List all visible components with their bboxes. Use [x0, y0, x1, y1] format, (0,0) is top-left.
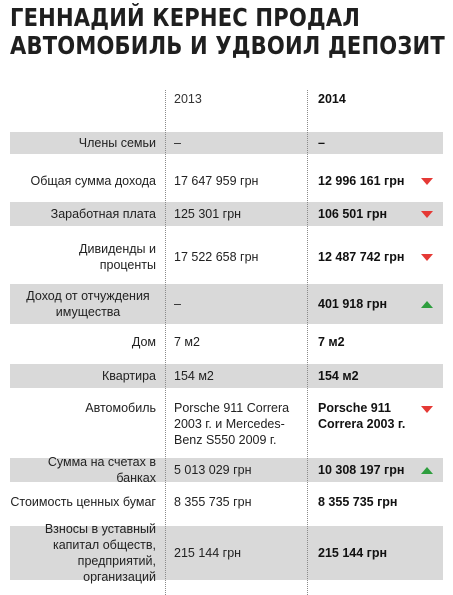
column-divider	[307, 90, 309, 595]
trend-down-icon	[420, 202, 434, 226]
table-row: Члены семьи – –	[10, 132, 443, 154]
value-2013: 17 647 959 грн	[174, 174, 259, 188]
row-label: Общая сумма дохода	[30, 174, 156, 188]
value-2014: 7 м2	[318, 335, 345, 349]
value-2013: 17 522 658 грн	[174, 250, 259, 264]
table-row: Автомобиль Porsche 911 Correra 2003 г. и…	[10, 394, 443, 452]
column-header-2013: 2013	[174, 92, 202, 106]
table-row: Дивиденды и проценты 17 522 658 грн 12 4…	[10, 234, 443, 280]
row-label: Взносы в уставный капитал обществ, предп…	[44, 522, 156, 584]
value-2013: Porsche 911 Correra 2003 г. и Mercedes-B…	[174, 401, 290, 447]
column-header-2014: 2014	[318, 92, 346, 106]
title-line-2: АВТОМОБИЛЬ И УДВОИЛ ДЕПОЗИТ	[10, 31, 445, 60]
trend-down-icon	[420, 394, 434, 452]
row-label: Дом	[131, 335, 156, 349]
value-2013: 5 013 029 грн	[174, 463, 252, 477]
value-2014: 12 996 161 грн	[318, 174, 405, 188]
row-label: Дивиденды и проценты	[79, 242, 156, 272]
value-2013: –	[174, 297, 181, 311]
trend-down-icon	[420, 234, 434, 280]
comparison-table: Члены семьи – – Общая сумма дохода 17 64…	[10, 90, 443, 595]
table-row: Общая сумма дохода 17 647 959 грн 12 996…	[10, 164, 443, 198]
value-2014: 8 355 735 грн	[318, 495, 398, 509]
table-row: Сумма на счетах в банках 5 013 029 грн 1…	[10, 455, 443, 485]
value-2013: 7 м2	[174, 335, 200, 349]
row-label: Сумма на счетах в банках	[47, 455, 156, 485]
value-2014: 401 918 грн	[318, 297, 388, 311]
value-2014: 154 м2	[318, 369, 359, 383]
table-row: Квартира 154 м2 154 м2	[10, 364, 443, 388]
row-label: Автомобиль	[85, 401, 156, 415]
value-2014: 215 144 грн	[318, 546, 388, 560]
row-label: Заработная плата	[50, 207, 156, 221]
column-divider	[165, 90, 167, 595]
table-row: Заработная плата 125 301 грн 106 501 грн	[10, 202, 443, 226]
row-label: Стоимость ценных бумаг	[10, 495, 156, 509]
title-line-1: ГЕННАДИЙ КЕРНЕС ПРОДАЛ	[10, 3, 360, 32]
trend-down-icon	[420, 164, 434, 198]
value-2014: Porsche 911 Correra 2003 г.	[318, 401, 406, 431]
value-2014: –	[318, 136, 325, 150]
table-row: Доход от отчуждения имущества – 401 918 …	[10, 284, 443, 324]
trend-up-icon	[420, 284, 434, 324]
row-label: Квартира	[101, 369, 156, 383]
value-2014: 12 487 742 грн	[318, 250, 405, 264]
value-2013: 125 301 грн	[174, 207, 242, 221]
value-2013: 215 144 грн	[174, 546, 242, 560]
table-row: Дом 7 м2 7 м2	[10, 330, 443, 354]
value-2013: 154 м2	[174, 369, 214, 383]
table-row: Стоимость ценных бумаг 8 355 735 грн 8 3…	[10, 488, 443, 516]
row-label: Члены семьи	[78, 136, 156, 150]
value-2014: 106 501 грн	[318, 207, 388, 221]
page-title: ГЕННАДИЙ КЕРНЕС ПРОДАЛ АВТОМОБИЛЬ И УДВО…	[10, 3, 445, 60]
trend-up-icon	[420, 458, 434, 482]
value-2014: 10 308 197 грн	[318, 463, 405, 477]
value-2013: –	[174, 136, 181, 150]
row-label: Доход от отчуждения имущества	[26, 289, 150, 319]
value-2013: 8 355 735 грн	[174, 495, 252, 509]
table-row: Взносы в уставный капитал обществ, предп…	[10, 522, 443, 584]
